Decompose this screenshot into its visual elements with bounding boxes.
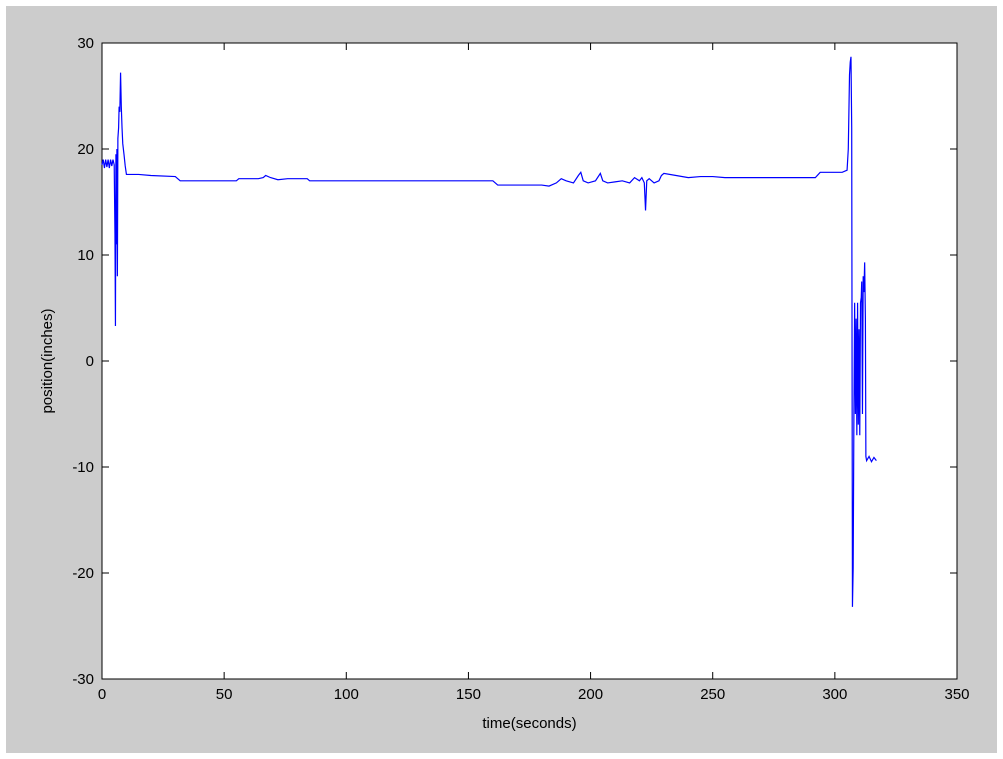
y-tick-label: 0 <box>86 353 94 370</box>
y-tick-label: 10 <box>77 247 94 264</box>
x-tick-label: 200 <box>578 686 603 703</box>
y-axis: -30 -20 -10 0 10 20 30 <box>72 35 957 688</box>
y-tick-label: 20 <box>77 141 94 158</box>
x-axis-label: time(seconds) <box>482 715 576 732</box>
y-tick-label: -30 <box>72 671 94 688</box>
x-tick-label: 250 <box>700 686 725 703</box>
x-tick-label: 100 <box>334 686 359 703</box>
position-series-line <box>101 56 877 607</box>
plot-area <box>101 42 958 680</box>
y-tick-label: -10 <box>72 459 94 476</box>
x-tick-label: 300 <box>822 686 847 703</box>
y-tick-label: 30 <box>77 35 94 52</box>
x-axis: 0 50 100 150 200 250 300 350 <box>98 43 970 703</box>
x-tick-label: 50 <box>216 686 233 703</box>
x-tick-label: 0 <box>98 686 106 703</box>
y-axis-label: position(inches) <box>39 308 56 413</box>
x-tick-label: 150 <box>456 686 481 703</box>
x-tick-label: 350 <box>944 686 969 703</box>
y-tick-label: -20 <box>72 565 94 582</box>
